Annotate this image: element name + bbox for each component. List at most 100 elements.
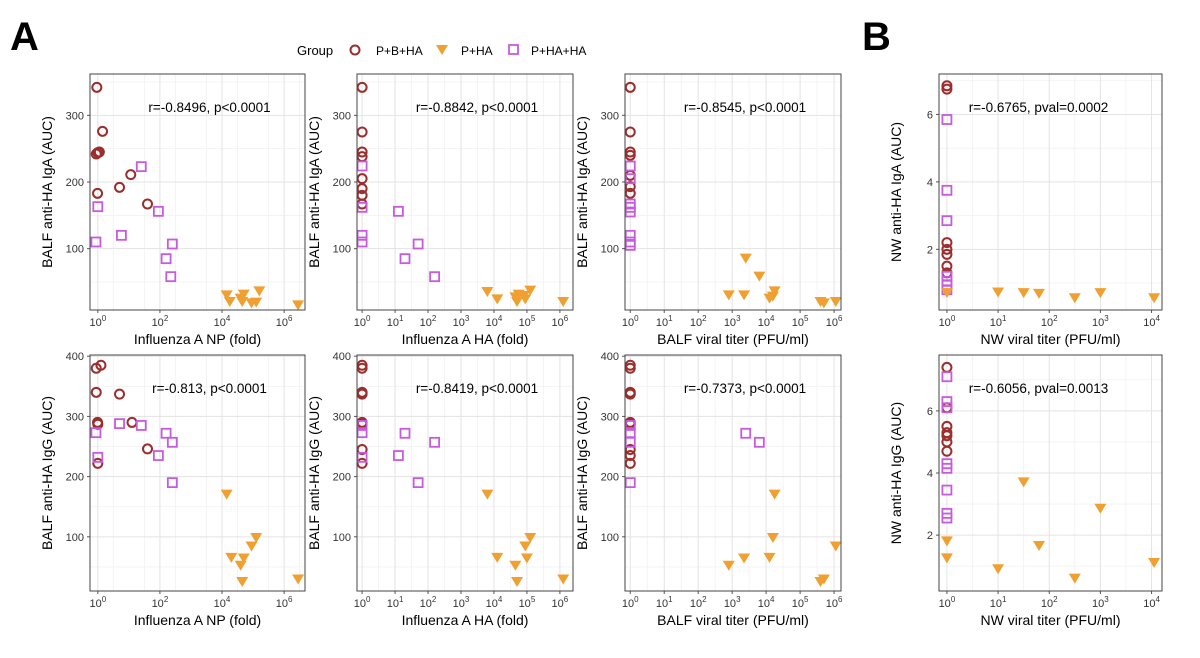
x-axis-label: Influenza A HA (fold) [402, 331, 529, 347]
series-p-ha [722, 489, 842, 587]
x-tick-exponent: 6 [564, 595, 569, 604]
data-point-pbha [356, 126, 368, 138]
plot-frame [938, 354, 1163, 592]
data-point-pha [1017, 288, 1030, 299]
x-tick-exponent: 2 [702, 595, 707, 604]
data-point-pbha [97, 125, 109, 137]
data-point-pha [491, 294, 504, 305]
correlation-annotation: r=-0.7373, p<0.0001 [684, 381, 806, 396]
data-point-pbha [941, 260, 953, 272]
x-tick-label: 104 [214, 595, 231, 610]
y-tick-label: 4 [927, 177, 933, 189]
x-tick-exponent: 2 [1053, 314, 1058, 323]
x-tick-label: 106 [826, 595, 843, 610]
data-point-pbha [125, 169, 137, 181]
y-tick-label: 300 [601, 411, 619, 423]
y-tick-label: 2 [927, 530, 933, 542]
data-point-pha [768, 286, 781, 297]
x-tick-label: 102 [152, 314, 169, 329]
x-tick-exponent: 0 [102, 314, 107, 323]
y-axis-label: BALF anti-HA IgA (AUC) [306, 116, 322, 268]
chart-a-igg-titer: 100 101 102 103 104 105 106100200300400r=-0.73… [574, 351, 843, 628]
x-tick-exponent: 1 [1002, 595, 1007, 604]
x-tick-label: 103 [453, 314, 470, 329]
data-point-phaha [160, 427, 172, 439]
x-tick-label: 100 [939, 314, 956, 329]
data-point-pbha [624, 457, 636, 469]
x-tick-label: 102 [1041, 314, 1058, 329]
data-point-phaha [116, 229, 127, 241]
data-point-pbha [93, 146, 105, 158]
data-point-pbha [92, 457, 104, 469]
data-point-phaha [356, 160, 368, 172]
data-point-pbha [141, 198, 153, 210]
data-point-pha [1068, 293, 1081, 304]
x-axis-label: NW viral titer (PFU/ml) [981, 331, 1121, 347]
data-point-pha [940, 288, 953, 299]
data-point-pha [739, 253, 752, 264]
x-axis-label: BALF viral titer (PFU/ml) [657, 331, 809, 347]
series-p-ha [481, 489, 570, 587]
x-tick-label: 101 [656, 314, 673, 329]
series-p-ha [940, 287, 1161, 304]
x-tick-label: 100 [354, 314, 371, 329]
panel-label-b: B [862, 15, 891, 59]
y-tick-label: 200 [66, 472, 84, 484]
y-tick-label: 300 [333, 110, 351, 122]
correlation-annotation: r=-0.8419, p<0.0001 [416, 381, 538, 396]
data-point-pha [763, 552, 776, 563]
x-tick-exponent: 5 [804, 595, 809, 604]
y-axis-label: BALF anti-HA IgA (AUC) [574, 116, 590, 268]
y-tick-label: 200 [601, 177, 619, 189]
series-p-b-ha [356, 359, 368, 469]
plot-background [357, 74, 573, 310]
data-point-pha [1068, 573, 1081, 584]
x-tick-exponent: 3 [1104, 314, 1109, 323]
data-point-pha [940, 553, 953, 564]
data-point-pbha [941, 445, 953, 457]
data-point-pha [292, 574, 305, 585]
plot-frame [356, 354, 574, 592]
x-tick-exponent: 0 [951, 595, 956, 604]
y-tick-label: 300 [333, 411, 351, 423]
data-point-pha [250, 297, 263, 308]
data-point-pbha [356, 388, 368, 400]
x-tick-exponent: 4 [770, 595, 775, 604]
data-point-phaha [941, 402, 953, 414]
data-point-phaha [624, 229, 636, 241]
data-point-pha [237, 553, 250, 564]
correlation-annotation: r=-0.813, p<0.0001 [152, 381, 267, 396]
series-p-b-ha [90, 359, 153, 469]
x-tick-exponent: 3 [736, 314, 741, 323]
data-point-pbha [624, 362, 636, 374]
x-axis-label: BALF viral titer (PFU/ml) [657, 612, 809, 628]
y-tick-label: 6 [927, 109, 933, 121]
plot-background [939, 74, 1162, 310]
data-point-phaha [412, 238, 424, 250]
data-point-pha [557, 297, 570, 307]
y-tick-label: 200 [66, 177, 84, 189]
data-point-phaha [165, 271, 177, 283]
x-tick-label: 105 [792, 595, 809, 610]
data-point-pha [253, 286, 266, 297]
y-tick-label: 400 [601, 351, 619, 363]
plot-frame [356, 73, 574, 311]
y-tick-label: 200 [333, 472, 351, 484]
data-point-phaha [166, 436, 178, 448]
data-point-pha [829, 297, 842, 307]
x-axis-label: Influenza A NP (fold) [134, 612, 261, 628]
x-tick-exponent: 1 [1002, 314, 1007, 323]
x-tick-label: 101 [656, 595, 673, 610]
data-point-pbha [91, 81, 103, 93]
data-point-phaha [399, 253, 411, 265]
x-tick-label: 105 [792, 314, 809, 329]
plot-background [90, 355, 305, 591]
data-point-pbha [624, 450, 636, 462]
data-point-pha [738, 553, 751, 564]
data-point-pbha [624, 444, 636, 456]
data-point-pbha [624, 81, 636, 93]
